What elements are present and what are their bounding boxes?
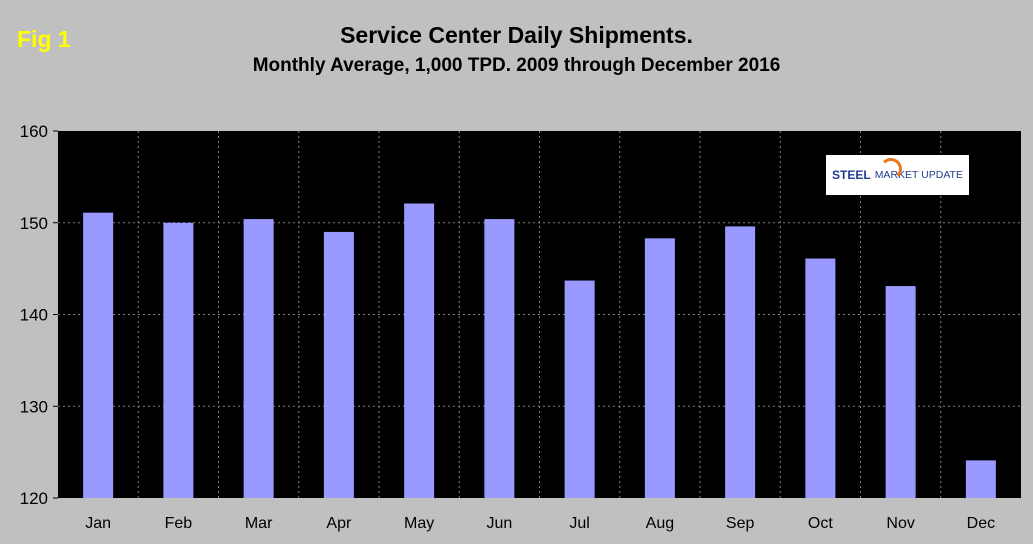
x-tick-label: May <box>404 515 434 532</box>
bar-dec <box>965 460 996 498</box>
y-tick-label: 120 <box>20 489 48 508</box>
y-tick-label: 130 <box>20 397 48 416</box>
x-tick-label: Aug <box>646 515 674 532</box>
x-tick-label: Jun <box>486 515 512 532</box>
y-tick-label: 140 <box>20 306 48 325</box>
steel-market-update-logo: STEEL MARKET UPDATE <box>826 155 969 195</box>
y-axis-ticks: 120 130 140 150 160 <box>20 122 58 508</box>
x-tick-label: Jul <box>569 515 589 532</box>
logo-steel-text: STEEL <box>832 168 871 182</box>
bar-nov <box>885 286 916 498</box>
x-tick-label: Oct <box>808 515 833 532</box>
chart-subtitle: Monthly Average, 1,000 TPD. 2009 through… <box>252 55 781 76</box>
x-axis-ticks: Jan Feb Mar Apr May Jun Jul Aug Sep Oct Nov Dec <box>85 515 995 532</box>
bars <box>83 203 996 499</box>
bar-jun <box>484 219 515 498</box>
x-tick-label: Apr <box>326 515 352 532</box>
chart-title: Service Center Daily Shipments. <box>340 22 693 48</box>
x-tick-label: Nov <box>886 515 914 532</box>
gridlines <box>58 131 1021 498</box>
bar-oct <box>805 258 836 498</box>
figure-label: Fig 1 <box>17 26 71 52</box>
x-tick-label: Dec <box>967 515 995 532</box>
logo-swoosh-icon <box>880 158 902 180</box>
x-tick-label: Mar <box>245 515 273 532</box>
bar-apr <box>323 231 354 499</box>
bar-jan <box>83 212 114 498</box>
y-tick-label: 150 <box>20 214 48 233</box>
bar-aug <box>644 238 675 498</box>
bar-mar <box>243 219 274 498</box>
bar-jul <box>564 280 595 498</box>
x-tick-label: Jan <box>85 515 111 532</box>
x-tick-label: Sep <box>726 515 755 532</box>
x-tick-label: Feb <box>165 515 193 532</box>
bar-may <box>404 203 435 499</box>
bar-feb <box>163 222 194 498</box>
bar-sep <box>725 226 756 499</box>
y-tick-label: 160 <box>20 122 48 141</box>
